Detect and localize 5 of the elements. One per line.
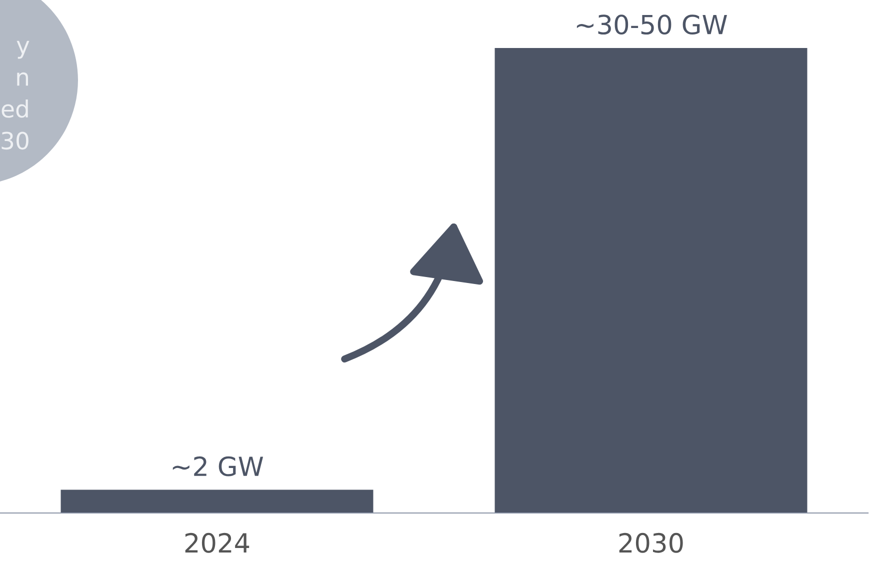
annotation: y n ed 30 [2, 40, 30, 150]
x-tick-label: 2030 [619, 532, 683, 553]
data-label: ~30-50 GW [576, 14, 727, 35]
data-label: ~2 GW [172, 456, 264, 476]
x-tick-label: 2024 [185, 532, 250, 553]
